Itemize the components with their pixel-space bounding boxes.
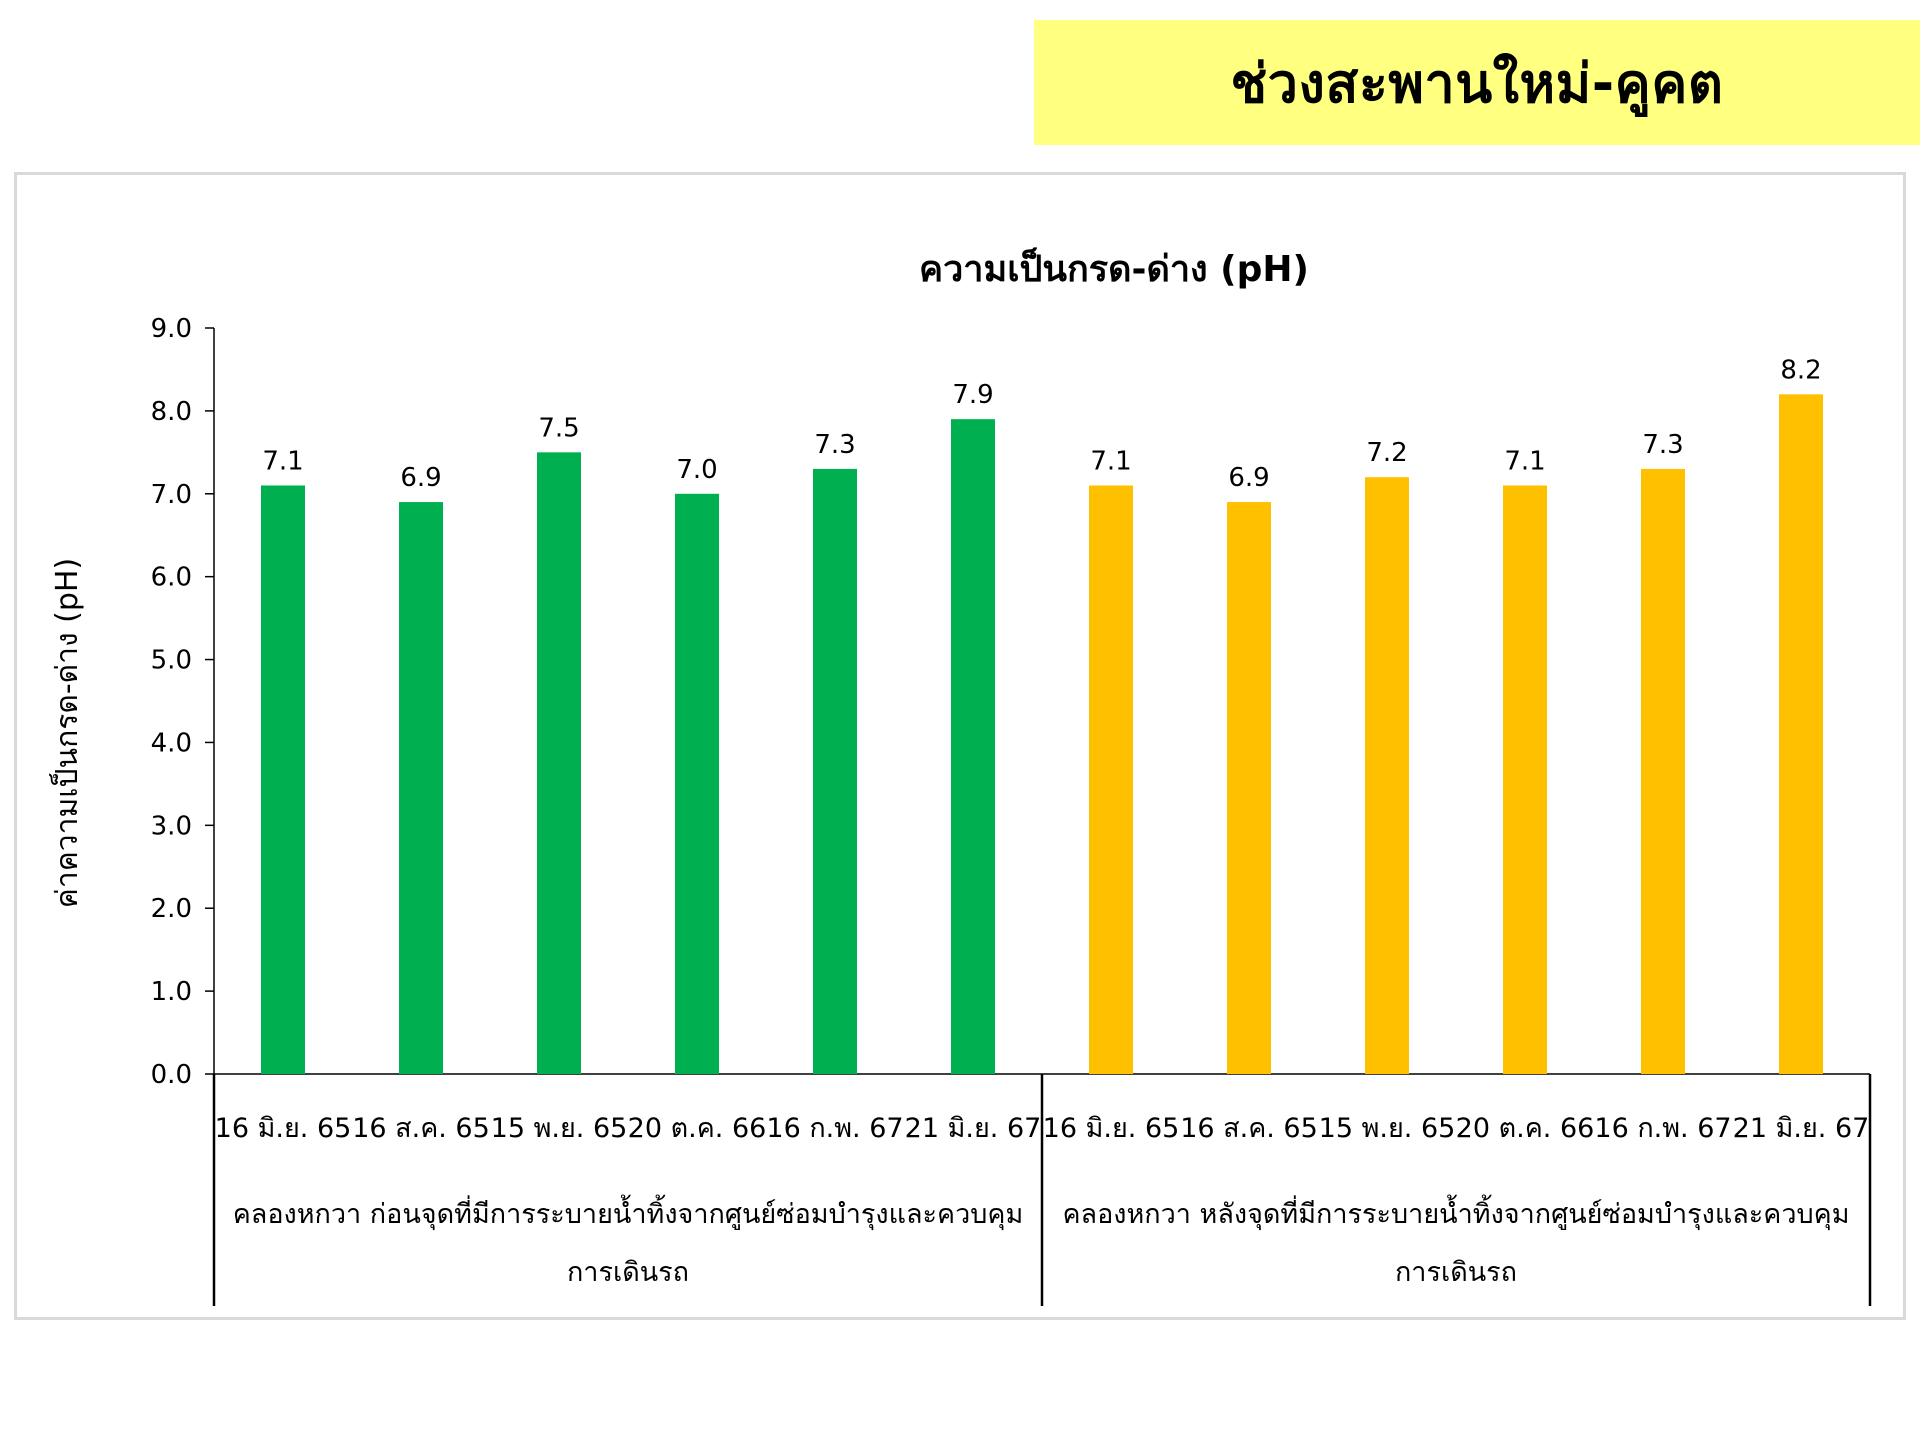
y-tick-label: 7.0 — [151, 480, 192, 510]
y-tick-label: 0.0 — [151, 1060, 192, 1090]
x-tick-label: 16 ส.ค. 65 — [352, 1113, 490, 1144]
data-label: 7.1 — [1504, 446, 1545, 476]
bar — [813, 468, 857, 1074]
data-label: 7.3 — [814, 430, 855, 460]
y-tick-label: 5.0 — [151, 646, 192, 676]
bar — [399, 502, 443, 1075]
data-label: 7.3 — [1642, 430, 1683, 460]
data-label: 7.9 — [952, 380, 993, 410]
bar — [1779, 394, 1823, 1074]
data-label: 6.9 — [400, 463, 441, 493]
data-label: 7.1 — [1090, 446, 1131, 476]
ph-bar-chart: ความเป็นกรด-ด่าง (pH) ค่าความเป็นกรด-ด่า… — [48, 246, 1872, 1306]
x-tick-label: 16 ก.พ. 67 — [1594, 1113, 1731, 1144]
x-tick-label: 21 มิ.ย. 67 — [905, 1113, 1042, 1144]
y-tick-label: 6.0 — [151, 563, 192, 593]
bar — [675, 493, 719, 1074]
group-label: คลองหกวา หลังจุดที่มีการระบายน้ำทิ้งจากศ… — [1062, 1194, 1849, 1231]
x-tick-label: 15 พ.ย. 65 — [1319, 1113, 1456, 1144]
y-tick-label: 9.0 — [151, 314, 192, 344]
bar — [537, 452, 581, 1074]
y-tick-label: 8.0 — [151, 397, 192, 427]
bar — [1227, 502, 1271, 1075]
bar — [951, 419, 995, 1074]
group-label: คลองหกวา ก่อนจุดที่มีการระบายน้ำทิ้งจากศ… — [233, 1194, 1024, 1231]
bar — [1503, 485, 1547, 1074]
data-label: 7.0 — [676, 455, 717, 485]
bar — [1641, 468, 1685, 1074]
x-tick-label: 21 มิ.ย. 67 — [1733, 1113, 1870, 1144]
banner-title: ช่วงสะพานใหม่-คูคต — [1230, 51, 1724, 115]
y-tick-label: 3.0 — [151, 811, 192, 841]
data-label: 8.2 — [1780, 355, 1821, 385]
data-label: 7.1 — [262, 446, 303, 476]
plot-area: 0.0 1.0 2.0 3.0 4.0 5.0 6.0 7.0 8.0 9.0 7.1 16 มิ.ย… — [151, 314, 1872, 1306]
x-tick-label: 16 มิ.ย. 65 — [1043, 1113, 1180, 1144]
data-label: 7.5 — [538, 413, 579, 443]
y-tick-label: 2.0 — [151, 894, 192, 924]
x-tick-label: 20 ต.ค. 66 — [628, 1113, 767, 1144]
x-tick-label: 15 พ.ย. 65 — [491, 1113, 628, 1144]
group-label-line2: การเดินรถ — [567, 1257, 689, 1288]
bar — [261, 485, 305, 1074]
bar — [1089, 485, 1133, 1074]
x-tick-label: 16 ก.พ. 67 — [766, 1113, 903, 1144]
y-tick-label: 4.0 — [151, 728, 192, 758]
x-tick-label: 20 ต.ค. 66 — [1456, 1113, 1595, 1144]
bar — [1365, 477, 1409, 1074]
chart-frame: ความเป็นกรด-ด่าง (pH) ค่าความเป็นกรด-ด่า… — [14, 172, 1906, 1320]
group-label-line2: การเดินรถ — [1395, 1257, 1517, 1288]
y-tick-label: 1.0 — [151, 977, 192, 1007]
title-banner: ช่วงสะพานใหม่-คูคต — [1034, 20, 1920, 145]
chart-title: ความเป็นกรด-ด่าง (pH) — [919, 246, 1309, 290]
data-label: 6.9 — [1228, 463, 1269, 493]
data-label: 7.2 — [1366, 438, 1407, 468]
x-tick-label: 16 มิ.ย. 65 — [215, 1113, 352, 1144]
x-tick-label: 16 ส.ค. 65 — [1180, 1113, 1318, 1144]
y-axis-label: ค่าความเป็นกรด-ด่าง (pH) — [48, 558, 85, 908]
